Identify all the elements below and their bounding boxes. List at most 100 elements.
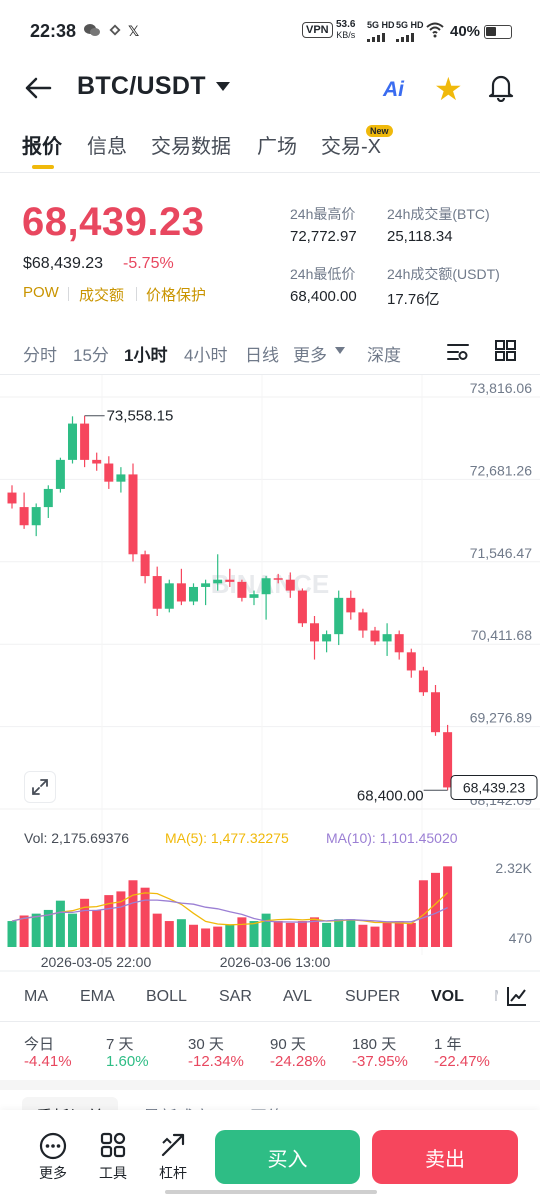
volume-bar (225, 924, 235, 947)
sell-button[interactable]: 卖出 (372, 1130, 518, 1184)
candle-body (382, 634, 392, 642)
perf-180d-value: -37.95% (352, 1053, 408, 1070)
kline-svg[interactable]: BINANCE 73,816.0672,681.2671,546.4770,41… (0, 375, 540, 980)
interval-more[interactable]: 更多 (293, 346, 327, 365)
interval-1d[interactable]: 日线 (245, 346, 279, 365)
tag-price-protection[interactable]: 价格保护 (146, 287, 207, 304)
indicator-avl[interactable]: AVL (283, 988, 313, 1005)
tag-turnover[interactable]: 成交额 (79, 287, 125, 304)
y-tick-label: 70,411.68 (471, 627, 532, 643)
vol-tick-label: 2.32K (495, 860, 532, 876)
favorite-star-icon[interactable]: ★ (434, 71, 463, 107)
volume-bar (431, 872, 440, 947)
tag-pow[interactable]: POW (23, 284, 59, 301)
stat-high-value: 72,772.97 (290, 228, 357, 245)
last-price-label: 68,439.23 (463, 779, 525, 795)
chart-settings-icon[interactable] (446, 342, 470, 367)
candle-body (92, 459, 102, 464)
grid-layout-icon[interactable] (495, 340, 516, 366)
active-tab-indicator (32, 165, 54, 169)
indicator-boll[interactable]: BOLL (146, 988, 187, 1005)
divider (0, 1021, 540, 1022)
candle-body (261, 578, 271, 595)
volume-bar (128, 880, 138, 947)
net-speed: 53.6 KB/s (336, 19, 356, 41)
pair-dropdown-caret-icon[interactable] (216, 82, 230, 91)
kline-chart[interactable]: BINANCE 73,816.0672,681.2671,546.4770,41… (0, 375, 540, 980)
candle-body (19, 507, 29, 526)
candle-body (431, 692, 440, 733)
volume-bar (164, 921, 174, 947)
stat-vol-usdt-value: 17.76亿 (387, 291, 440, 308)
candle-body (394, 634, 404, 653)
battery-icon (484, 25, 512, 39)
interval-depth[interactable]: 深度 (367, 346, 401, 365)
back-arrow-icon[interactable] (24, 75, 52, 107)
candle-body (285, 579, 295, 591)
indicator-ema[interactable]: EMA (80, 988, 115, 1005)
tools-icon[interactable] (93, 1132, 133, 1163)
indicator-super[interactable]: SUPER (345, 988, 401, 1005)
more-caret-icon[interactable] (335, 347, 345, 354)
volume-bar (310, 917, 319, 947)
volume-bar (189, 924, 198, 947)
indicator-chart-icon[interactable] (506, 985, 528, 1012)
perf-7d-label: 7 天 (106, 1036, 134, 1053)
candle-body (237, 581, 247, 598)
buy-button[interactable]: 买入 (215, 1130, 360, 1184)
binance-icon (108, 23, 122, 40)
y-tick-label: 69,276.89 (470, 710, 532, 726)
tools-label[interactable]: 工具 (99, 1165, 127, 1181)
ai-icon[interactable]: Ai (383, 78, 404, 101)
candle-body (443, 732, 453, 788)
candle-body (201, 583, 211, 587)
more-label[interactable]: 更多 (39, 1165, 67, 1181)
volume-bar (443, 866, 453, 947)
candle-body (322, 634, 332, 642)
volume-bar (92, 909, 102, 947)
volume-bar (152, 913, 162, 947)
wifi-icon (426, 22, 444, 43)
candle-body (80, 423, 90, 460)
interval-time-share[interactable]: 分时 (23, 346, 57, 365)
candle-body (68, 423, 77, 460)
tab-info[interactable]: 信息 (87, 136, 127, 158)
candle-body (31, 507, 41, 526)
perf-180d-label: 180 天 (352, 1036, 397, 1053)
volume-bar (370, 926, 380, 947)
volume-bar (140, 887, 150, 947)
candle-body (116, 474, 126, 482)
leverage-icon[interactable] (153, 1132, 193, 1163)
more-icon[interactable] (33, 1132, 73, 1165)
leverage-label[interactable]: 杠杆 (159, 1165, 187, 1181)
interval-4h[interactable]: 4小时 (184, 346, 228, 365)
tab-trade-x[interactable]: 交易-X (321, 136, 381, 158)
volume-bar (285, 922, 295, 947)
fullscreen-expand-icon[interactable] (24, 771, 56, 803)
interval-1h[interactable]: 1小时 (124, 346, 168, 365)
perf-1y-label: 1 年 (434, 1036, 462, 1053)
tab-quote[interactable]: 报价 (22, 136, 62, 158)
interval-15m[interactable]: 15分 (73, 346, 109, 365)
pair-title[interactable]: BTC/USDT (77, 72, 206, 100)
stat-low-value: 68,400.00 (290, 288, 357, 305)
indicator-sar[interactable]: SAR (219, 988, 252, 1005)
volume-bar (237, 917, 247, 947)
perf-90d-value: -24.28% (270, 1053, 326, 1070)
signal-sim1: 5G HD (367, 21, 395, 42)
indicator-ma[interactable]: MA (24, 988, 48, 1005)
indicator-vol[interactable]: VOL (431, 988, 464, 1005)
y-tick-label: 72,681.26 (470, 462, 532, 478)
ma10-readout: MA(10): 1,101.45020 (326, 830, 458, 846)
bell-icon[interactable] (487, 72, 515, 107)
status-time: 22:38 (30, 21, 77, 41)
wechat-icon (84, 23, 100, 40)
tab-square[interactable]: 广场 (257, 136, 297, 158)
candle-body (370, 630, 380, 642)
tab-trading-data[interactable]: 交易数据 (151, 136, 231, 158)
perf-7d-value: 1.60% (106, 1053, 149, 1070)
candle-body (104, 463, 114, 482)
candle-body (358, 612, 368, 631)
battery-percent: 40% (450, 23, 481, 40)
signal-sim2: 5G HD (396, 21, 424, 42)
